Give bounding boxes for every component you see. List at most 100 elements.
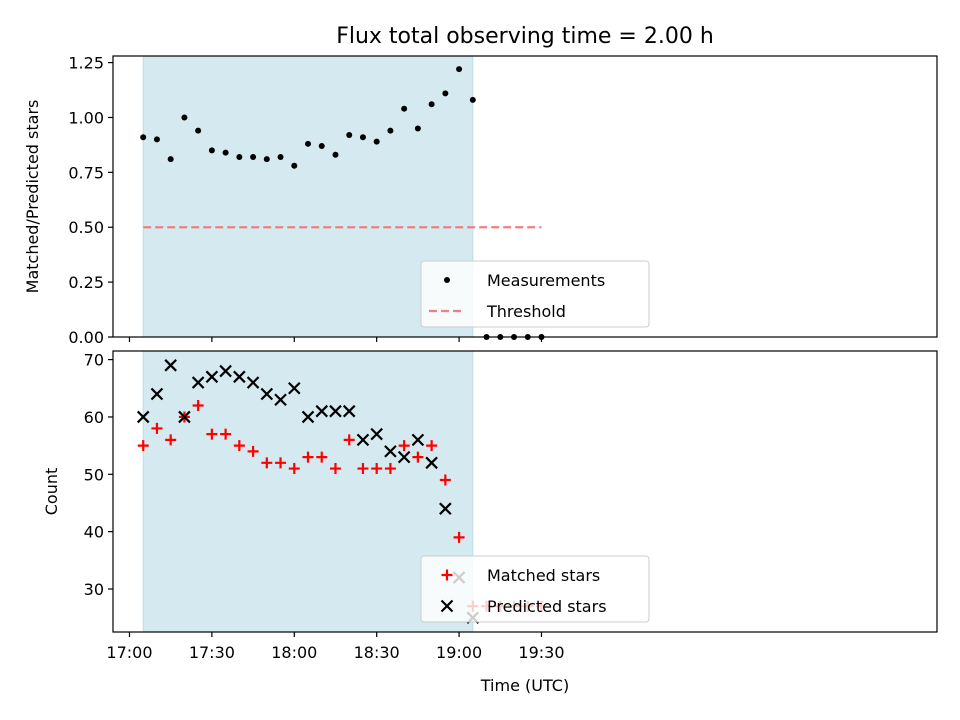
x-tick-label: 17:00 bbox=[106, 643, 152, 662]
x-tick-label: 18:00 bbox=[271, 643, 317, 662]
legend-label: Measurements bbox=[487, 271, 605, 290]
predicted-point bbox=[205, 370, 219, 384]
predicted-point bbox=[164, 359, 177, 372]
matched-point bbox=[192, 399, 204, 411]
predicted-point bbox=[356, 433, 370, 447]
predicted-point bbox=[288, 381, 301, 395]
measurement-point bbox=[346, 132, 353, 139]
matched-point bbox=[398, 440, 410, 452]
y-tick-label: 70 bbox=[84, 351, 104, 370]
predicted-point bbox=[191, 376, 205, 389]
predicted-point bbox=[136, 410, 150, 424]
matched-point bbox=[384, 463, 396, 475]
predicted-point bbox=[233, 370, 246, 384]
measurement-point bbox=[153, 136, 160, 143]
axes-frame bbox=[112, 350, 938, 633]
legend-item: Measurements bbox=[444, 271, 605, 290]
x-tick-label: 19:00 bbox=[436, 643, 482, 662]
predicted-point bbox=[425, 456, 438, 470]
predicted-point bbox=[150, 387, 164, 401]
y-tick-label: 50 bbox=[84, 465, 104, 484]
matched-point bbox=[453, 531, 465, 543]
matched-point bbox=[316, 451, 328, 463]
predicted-point bbox=[315, 404, 329, 418]
legend: Matched stars Predicted stars bbox=[420, 555, 650, 623]
measurement-point bbox=[291, 162, 298, 169]
y-tick-label: 1.25 bbox=[68, 54, 104, 73]
x-tick-label: 18:30 bbox=[354, 643, 400, 662]
measurement-point bbox=[318, 143, 325, 150]
matched-point bbox=[426, 440, 438, 452]
matched-point bbox=[412, 451, 424, 463]
predicted-point bbox=[397, 450, 411, 464]
matched-point bbox=[357, 463, 369, 475]
matched-point bbox=[371, 463, 383, 475]
matched-point bbox=[439, 474, 451, 486]
predicted-point bbox=[219, 364, 232, 378]
chart-title: Flux total observing time = 2.00 h bbox=[336, 24, 714, 49]
x-axis-label: Time (UTC) bbox=[480, 676, 569, 695]
matched-point bbox=[288, 463, 300, 475]
y-tick-label: 60 bbox=[84, 408, 104, 427]
matched-point bbox=[247, 445, 259, 457]
y-axis-label: Matched/Predicted stars bbox=[23, 100, 42, 294]
measurement-point bbox=[373, 138, 380, 145]
measurement-point bbox=[359, 134, 366, 141]
series-measurements bbox=[140, 66, 545, 340]
legend-matched-swatch bbox=[441, 569, 453, 581]
predicted-point bbox=[178, 410, 191, 424]
predicted-point bbox=[329, 404, 342, 418]
predicted-point bbox=[246, 376, 260, 389]
measurement-point bbox=[469, 96, 476, 103]
measurement-point bbox=[140, 134, 147, 141]
measurement-point bbox=[442, 90, 449, 97]
y-axis-label: Count bbox=[42, 468, 61, 516]
matched-point bbox=[329, 463, 341, 475]
legend-item: Matched stars bbox=[441, 566, 600, 585]
legend-box bbox=[420, 260, 650, 328]
top-panel: 0.00 0.25 0.50 0.75 1.00 1.25 Matched/Predicte… bbox=[23, 54, 938, 347]
predicted-point bbox=[439, 502, 452, 515]
measurement-point bbox=[167, 156, 174, 163]
matched-point bbox=[165, 434, 177, 446]
legend-label: Threshold bbox=[486, 302, 566, 321]
measurement-point bbox=[250, 153, 257, 160]
measurement-point bbox=[222, 149, 229, 156]
y-tick-label: 40 bbox=[84, 523, 104, 542]
legend-box bbox=[420, 555, 650, 623]
bottom-panel: 17:00 17:30 18:00 18:30 19:00 19:30 30 40 50 60 70… bbox=[42, 350, 938, 662]
measurement-point bbox=[277, 153, 284, 160]
legend-measurement-swatch bbox=[444, 277, 450, 283]
observing-span bbox=[142, 55, 474, 338]
measurement-point bbox=[263, 156, 270, 163]
matched-point bbox=[151, 422, 163, 434]
legend-predicted-swatch bbox=[440, 599, 454, 613]
matched-point bbox=[302, 451, 314, 463]
measurement-point bbox=[208, 147, 215, 154]
measurement-point bbox=[414, 125, 421, 132]
y-tick-label: 0.00 bbox=[68, 328, 104, 347]
matched-point bbox=[220, 428, 232, 440]
measurement-point bbox=[305, 140, 312, 147]
y-tick-label: 0.25 bbox=[68, 273, 104, 292]
measurement-point bbox=[387, 127, 394, 134]
matched-point bbox=[275, 457, 287, 469]
measurement-point bbox=[332, 151, 339, 158]
measurement-point bbox=[236, 153, 243, 160]
predicted-point bbox=[342, 404, 356, 418]
measurement-point bbox=[456, 66, 463, 73]
matched-point bbox=[261, 457, 273, 469]
measurement-point bbox=[195, 127, 202, 134]
matched-point bbox=[233, 440, 245, 452]
predicted-point bbox=[301, 410, 315, 424]
predicted-point bbox=[384, 445, 397, 458]
legend: Measurements Threshold bbox=[420, 260, 650, 328]
measurement-point bbox=[428, 101, 435, 108]
matched-point bbox=[206, 428, 218, 440]
matched-point bbox=[343, 434, 355, 446]
legend-label: Predicted stars bbox=[487, 597, 607, 616]
predicted-point bbox=[260, 387, 274, 401]
predicted-point bbox=[370, 427, 383, 441]
y-tick-label: 30 bbox=[84, 580, 104, 599]
